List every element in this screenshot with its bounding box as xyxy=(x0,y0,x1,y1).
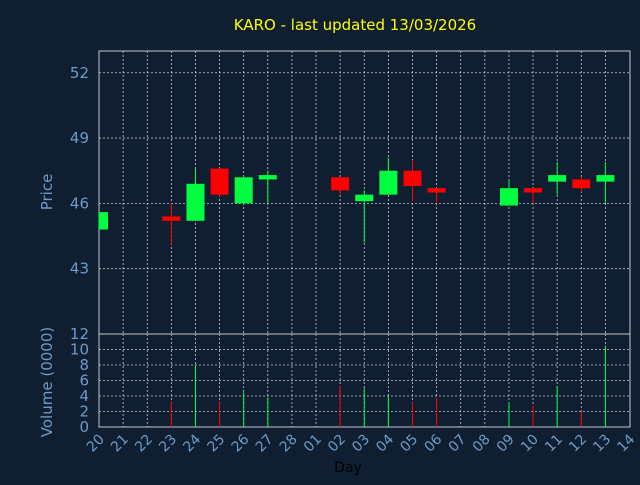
x-tick-label: 04 xyxy=(373,431,397,455)
x-tick-label: 05 xyxy=(397,432,421,456)
x-tick-label: 06 xyxy=(422,431,446,455)
x-tick-label: 10 xyxy=(518,432,542,456)
volume-axis-label: Volume (0000) xyxy=(38,327,56,437)
x-tick-label: 11 xyxy=(542,432,566,456)
x-tick-label: 03 xyxy=(349,432,373,456)
x-tick-label: 01 xyxy=(301,432,325,456)
x-tick-label: 24 xyxy=(180,431,204,455)
candle-body xyxy=(99,212,108,230)
x-tick-label: 08 xyxy=(470,432,494,456)
candle-body xyxy=(596,175,615,182)
volume-tick-label: 4 xyxy=(79,387,89,405)
price-tick-label: 46 xyxy=(70,194,89,212)
price-tick-label: 52 xyxy=(70,64,89,82)
candle-body xyxy=(210,168,229,195)
candle-body xyxy=(186,183,205,221)
volume-tick-label: 12 xyxy=(70,325,89,343)
x-tick-label: 25 xyxy=(204,432,228,456)
candle-body xyxy=(355,194,374,202)
candle-body xyxy=(234,177,253,204)
x-axis-label: Day xyxy=(334,460,362,476)
price-tick-label: 43 xyxy=(70,260,89,278)
x-tick-label: 22 xyxy=(132,432,156,456)
x-tick-label: 26 xyxy=(229,431,253,455)
candle-body xyxy=(403,170,422,186)
volume-tick-label: 0 xyxy=(79,418,89,436)
x-tick-labels: 20 21 22 23 24 25 26 27 28 01 02 03 04 05 06 07 08 09 10 11… xyxy=(84,431,638,455)
x-tick-label: 07 xyxy=(446,432,470,456)
chart-title: KARO - last updated 13/03/2026 xyxy=(234,16,476,34)
price-panel: 43 46 49 52 xyxy=(70,50,631,335)
candle-body xyxy=(572,179,591,189)
candle-body xyxy=(258,175,277,180)
volume-tick-label: 8 xyxy=(79,356,89,374)
candle-body xyxy=(548,175,567,182)
x-tick-label: 09 xyxy=(494,432,518,456)
price-axis-label: Price xyxy=(38,174,56,211)
x-tick-label: 13 xyxy=(590,432,614,456)
x-tick-label: 27 xyxy=(253,432,277,456)
volume-tick-label: 2 xyxy=(79,403,89,421)
x-tick-label: 23 xyxy=(156,432,180,456)
candle-body xyxy=(331,177,350,191)
candle-body xyxy=(524,188,543,193)
candle-body xyxy=(427,188,446,193)
x-tick-label: 02 xyxy=(325,432,349,456)
x-tick-label: 28 xyxy=(277,432,301,456)
candle-body xyxy=(379,170,398,195)
x-tick-label: 21 xyxy=(108,432,132,456)
volume-tick-label: 10 xyxy=(70,341,89,359)
volume-tick-label: 6 xyxy=(79,372,89,390)
price-tick-label: 49 xyxy=(70,129,89,147)
candle-body xyxy=(162,216,181,221)
x-tick-label: 14 xyxy=(614,431,638,455)
candle-body xyxy=(499,188,518,206)
x-tick-label: 12 xyxy=(566,432,590,456)
